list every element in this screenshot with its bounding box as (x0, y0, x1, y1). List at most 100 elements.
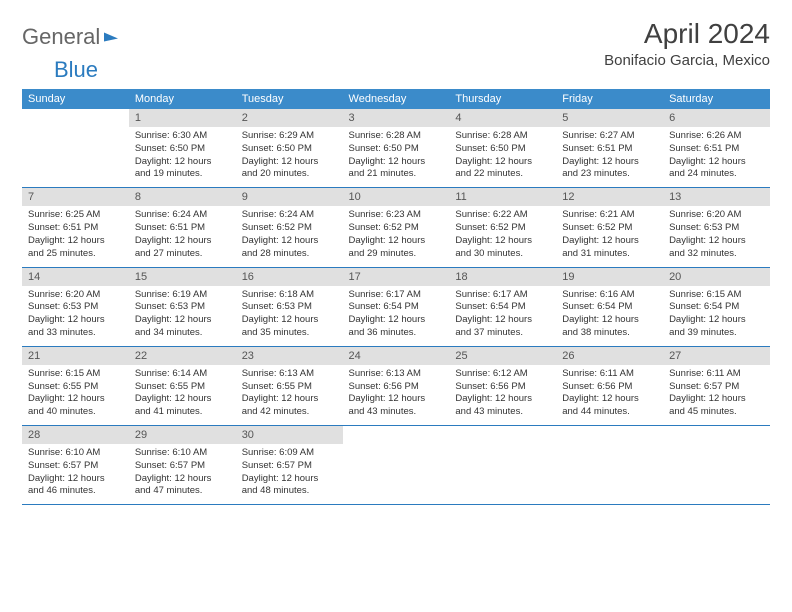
sunset-text: Sunset: 6:52 PM (455, 222, 550, 235)
day-number: 17 (343, 268, 450, 286)
day-body: Sunrise: 6:20 AMSunset: 6:53 PMDaylight:… (22, 286, 129, 346)
day-number: 20 (663, 268, 770, 286)
sunrise-text: Sunrise: 6:14 AM (135, 368, 230, 381)
calendar-cell: 15Sunrise: 6:19 AMSunset: 6:53 PMDayligh… (129, 267, 236, 346)
daylight-line2: and 29 minutes. (349, 248, 444, 261)
calendar-cell: 1Sunrise: 6:30 AMSunset: 6:50 PMDaylight… (129, 109, 236, 188)
daylight-line2: and 19 minutes. (135, 168, 230, 181)
sunrise-text: Sunrise: 6:12 AM (455, 368, 550, 381)
day-number: 16 (236, 268, 343, 286)
day-number: 28 (22, 426, 129, 444)
calendar-cell: 0 (556, 426, 663, 505)
day-body: Sunrise: 6:23 AMSunset: 6:52 PMDaylight:… (343, 206, 450, 266)
sunset-text: Sunset: 6:55 PM (135, 381, 230, 394)
sunset-text: Sunset: 6:56 PM (349, 381, 444, 394)
day-number: 2 (236, 109, 343, 127)
day-header: Sunday (22, 89, 129, 109)
calendar-cell: 17Sunrise: 6:17 AMSunset: 6:54 PMDayligh… (343, 267, 450, 346)
logo: General (22, 18, 118, 50)
day-body: Sunrise: 6:29 AMSunset: 6:50 PMDaylight:… (236, 127, 343, 187)
calendar-cell: 28Sunrise: 6:10 AMSunset: 6:57 PMDayligh… (22, 426, 129, 505)
sunset-text: Sunset: 6:55 PM (242, 381, 337, 394)
sunrise-text: Sunrise: 6:15 AM (669, 289, 764, 302)
calendar-cell: 30Sunrise: 6:09 AMSunset: 6:57 PMDayligh… (236, 426, 343, 505)
sunset-text: Sunset: 6:57 PM (28, 460, 123, 473)
calendar-cell: 24Sunrise: 6:13 AMSunset: 6:56 PMDayligh… (343, 346, 450, 425)
day-body: Sunrise: 6:28 AMSunset: 6:50 PMDaylight:… (343, 127, 450, 187)
calendar-cell: 25Sunrise: 6:12 AMSunset: 6:56 PMDayligh… (449, 346, 556, 425)
day-number: 8 (129, 188, 236, 206)
sunset-text: Sunset: 6:50 PM (349, 143, 444, 156)
daylight-line2: and 48 minutes. (242, 485, 337, 498)
day-number: 18 (449, 268, 556, 286)
sunrise-text: Sunrise: 6:24 AM (135, 209, 230, 222)
day-body: Sunrise: 6:18 AMSunset: 6:53 PMDaylight:… (236, 286, 343, 346)
calendar-cell: 5Sunrise: 6:27 AMSunset: 6:51 PMDaylight… (556, 109, 663, 188)
day-number: 3 (343, 109, 450, 127)
daylight-line2: and 27 minutes. (135, 248, 230, 261)
day-number: 1 (129, 109, 236, 127)
sunset-text: Sunset: 6:50 PM (455, 143, 550, 156)
day-number: 29 (129, 426, 236, 444)
sunset-text: Sunset: 6:50 PM (242, 143, 337, 156)
day-number: 4 (449, 109, 556, 127)
daylight-line1: Daylight: 12 hours (28, 314, 123, 327)
calendar-cell: 6Sunrise: 6:26 AMSunset: 6:51 PMDaylight… (663, 109, 770, 188)
sunrise-text: Sunrise: 6:19 AM (135, 289, 230, 302)
day-body: Sunrise: 6:19 AMSunset: 6:53 PMDaylight:… (129, 286, 236, 346)
calendar-cell: 19Sunrise: 6:16 AMSunset: 6:54 PMDayligh… (556, 267, 663, 346)
daylight-line2: and 43 minutes. (349, 406, 444, 419)
daylight-line1: Daylight: 12 hours (242, 314, 337, 327)
daylight-line2: and 31 minutes. (562, 248, 657, 261)
day-body: Sunrise: 6:15 AMSunset: 6:54 PMDaylight:… (663, 286, 770, 346)
sunset-text: Sunset: 6:53 PM (28, 301, 123, 314)
sunrise-text: Sunrise: 6:17 AM (349, 289, 444, 302)
daylight-line1: Daylight: 12 hours (669, 235, 764, 248)
day-number: 24 (343, 347, 450, 365)
calendar-cell: 18Sunrise: 6:17 AMSunset: 6:54 PMDayligh… (449, 267, 556, 346)
calendar-cell: 0 (343, 426, 450, 505)
calendar-cell: 9Sunrise: 6:24 AMSunset: 6:52 PMDaylight… (236, 188, 343, 267)
sunset-text: Sunset: 6:51 PM (562, 143, 657, 156)
calendar-cell: 14Sunrise: 6:20 AMSunset: 6:53 PMDayligh… (22, 267, 129, 346)
calendar-cell: 22Sunrise: 6:14 AMSunset: 6:55 PMDayligh… (129, 346, 236, 425)
daylight-line2: and 22 minutes. (455, 168, 550, 181)
day-header-row: SundayMondayTuesdayWednesdayThursdayFrid… (22, 89, 770, 109)
daylight-line2: and 44 minutes. (562, 406, 657, 419)
calendar-row: 21Sunrise: 6:15 AMSunset: 6:55 PMDayligh… (22, 346, 770, 425)
sunset-text: Sunset: 6:51 PM (669, 143, 764, 156)
sunrise-text: Sunrise: 6:28 AM (455, 130, 550, 143)
day-body: Sunrise: 6:25 AMSunset: 6:51 PMDaylight:… (22, 206, 129, 266)
daylight-line1: Daylight: 12 hours (349, 314, 444, 327)
calendar-cell: 26Sunrise: 6:11 AMSunset: 6:56 PMDayligh… (556, 346, 663, 425)
daylight-line1: Daylight: 12 hours (28, 473, 123, 486)
sunset-text: Sunset: 6:57 PM (242, 460, 337, 473)
daylight-line2: and 41 minutes. (135, 406, 230, 419)
day-header: Thursday (449, 89, 556, 109)
day-body: Sunrise: 6:21 AMSunset: 6:52 PMDaylight:… (556, 206, 663, 266)
day-header: Saturday (663, 89, 770, 109)
day-header: Wednesday (343, 89, 450, 109)
daylight-line1: Daylight: 12 hours (242, 156, 337, 169)
logo-word2: Blue (54, 57, 98, 82)
day-body: Sunrise: 6:13 AMSunset: 6:56 PMDaylight:… (343, 365, 450, 425)
calendar-row: 14Sunrise: 6:20 AMSunset: 6:53 PMDayligh… (22, 267, 770, 346)
daylight-line2: and 25 minutes. (28, 248, 123, 261)
day-number: 7 (22, 188, 129, 206)
calendar-cell: 16Sunrise: 6:18 AMSunset: 6:53 PMDayligh… (236, 267, 343, 346)
day-number: 26 (556, 347, 663, 365)
day-body: Sunrise: 6:10 AMSunset: 6:57 PMDaylight:… (22, 444, 129, 504)
daylight-line1: Daylight: 12 hours (562, 156, 657, 169)
calendar-cell: 2Sunrise: 6:29 AMSunset: 6:50 PMDaylight… (236, 109, 343, 188)
calendar-cell: 13Sunrise: 6:20 AMSunset: 6:53 PMDayligh… (663, 188, 770, 267)
daylight-line2: and 34 minutes. (135, 327, 230, 340)
day-number: 21 (22, 347, 129, 365)
calendar-cell: 0 (449, 426, 556, 505)
sunrise-text: Sunrise: 6:11 AM (562, 368, 657, 381)
calendar-cell: 27Sunrise: 6:11 AMSunset: 6:57 PMDayligh… (663, 346, 770, 425)
sunrise-text: Sunrise: 6:28 AM (349, 130, 444, 143)
day-number: 19 (556, 268, 663, 286)
daylight-line2: and 24 minutes. (669, 168, 764, 181)
daylight-line1: Daylight: 12 hours (455, 156, 550, 169)
month-title: April 2024 (604, 18, 770, 50)
